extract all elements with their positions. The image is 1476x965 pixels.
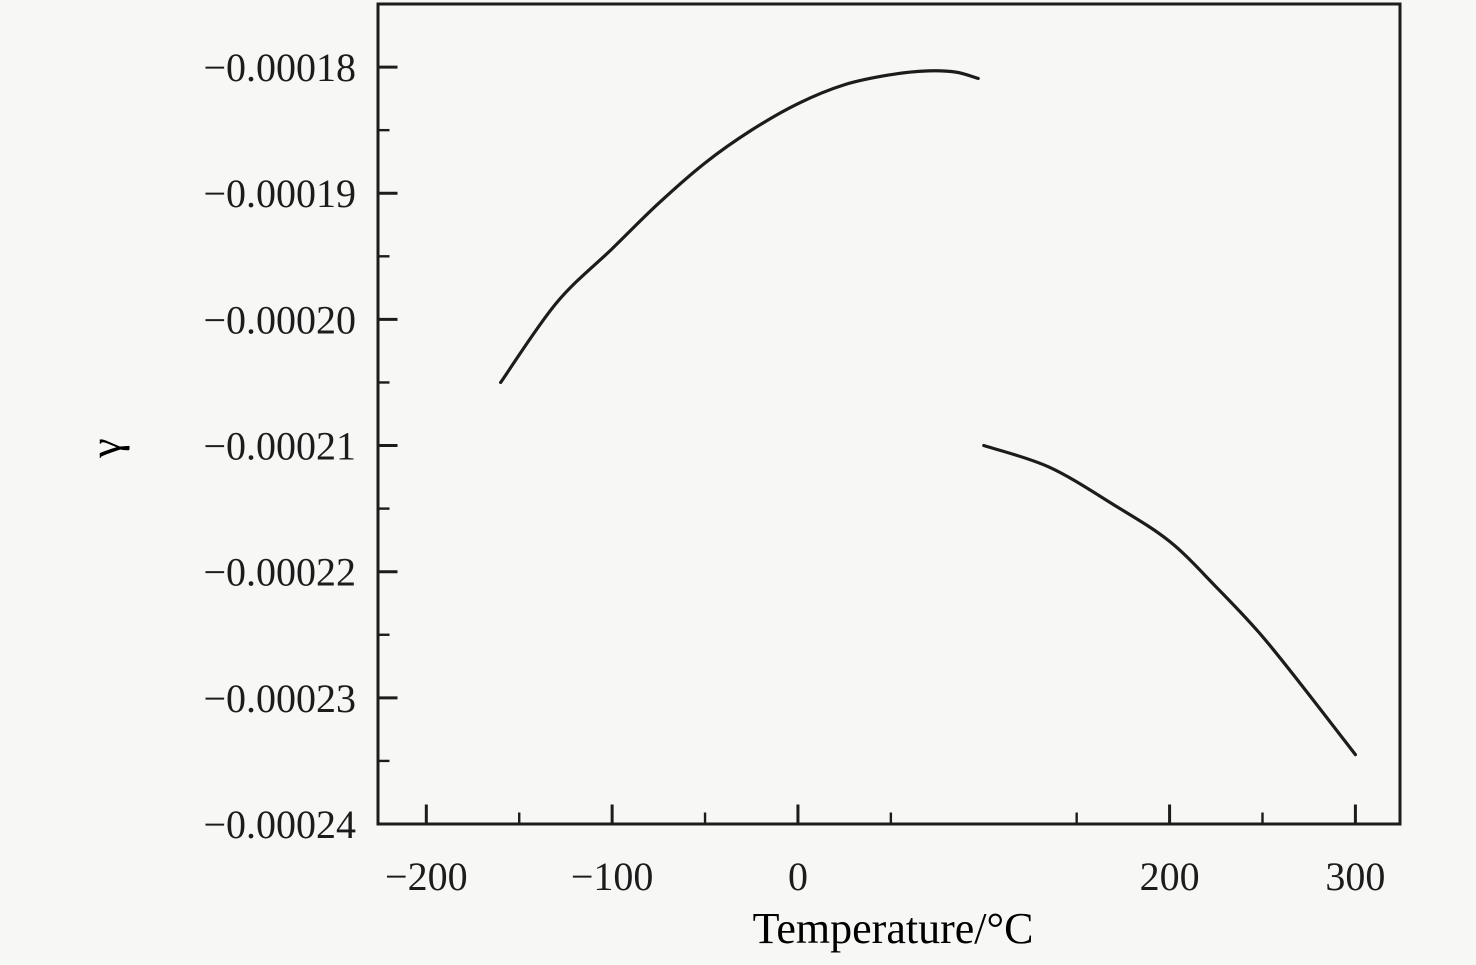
axis-ticks [379,65,1357,826]
y-tick-label: −0.00019 [203,171,356,216]
x-tick-label: 300 [1325,854,1385,899]
plot-frame [376,2,1402,826]
y-tick-label: −0.00018 [203,45,356,90]
y-tick-label: −0.00021 [203,424,356,469]
x-axis-title: Temperature/°C [753,904,1034,953]
x-tick-label: 0 [788,854,808,899]
curve-segment-low-temperature [499,69,980,385]
y-tick-label: −0.00023 [203,676,356,721]
data-curves [499,69,1357,757]
axis-tick-labels: −200 −100 0 200 300 −0.00018 −0.00019 −0.00020 −… [203,45,1385,899]
y-tick-label: −0.00024 [203,802,356,847]
x-tick-label: 200 [1140,854,1200,899]
y-tick-label: −0.00022 [203,550,356,595]
y-tick-label: −0.00020 [203,297,356,342]
curve-segment-high-temperature [982,443,1357,757]
x-tick-label: −200 [385,854,468,899]
y-axis-title: γ [81,438,130,458]
x-tick-label: −100 [571,854,654,899]
